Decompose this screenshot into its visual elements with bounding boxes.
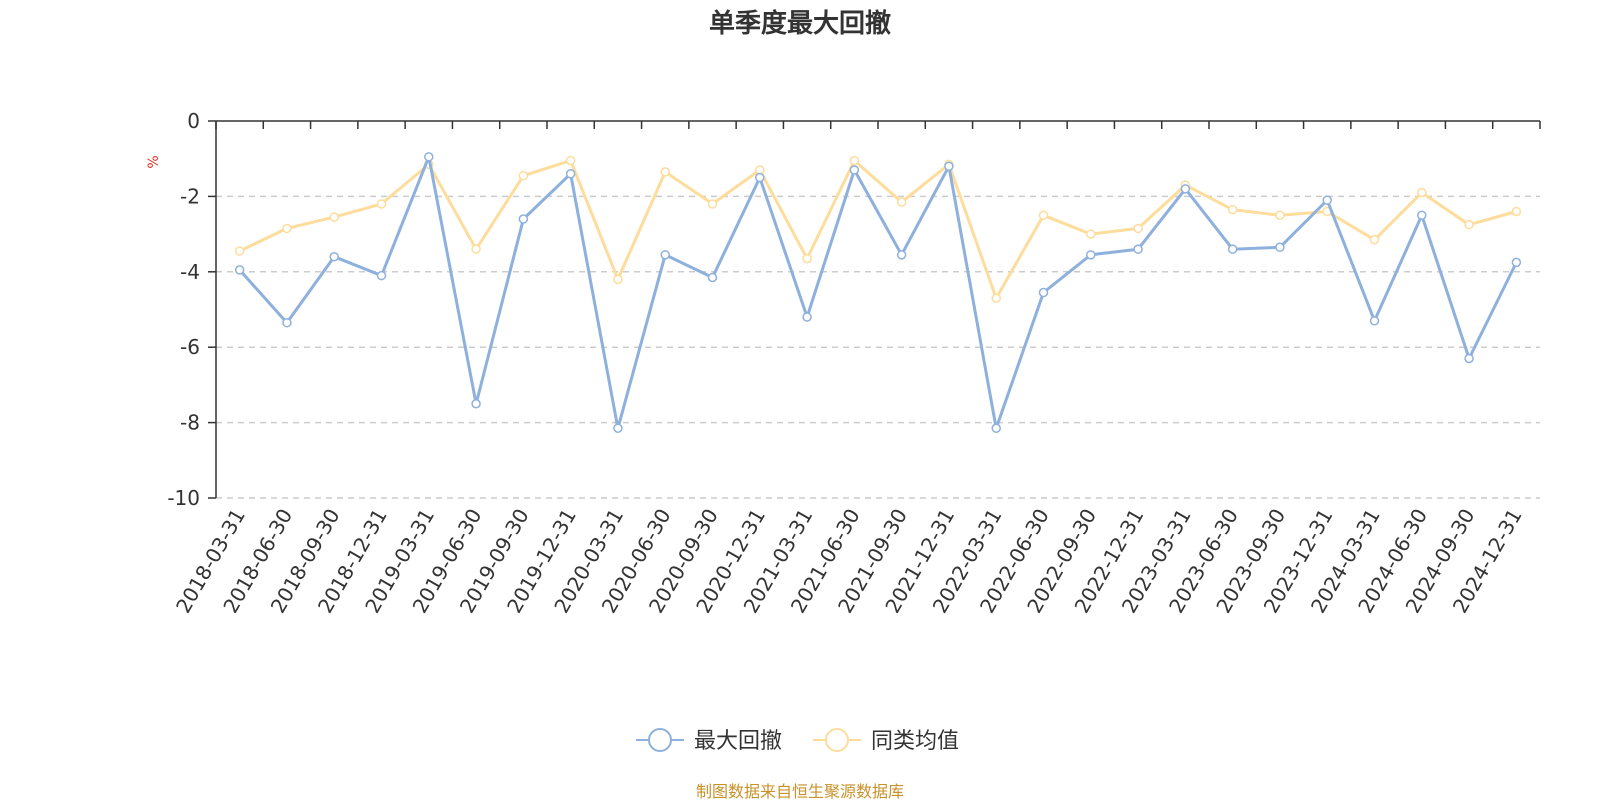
data-point[interactable] xyxy=(707,199,718,209)
series-1 xyxy=(234,155,1522,303)
data-point[interactable] xyxy=(234,265,245,275)
data-point[interactable] xyxy=(1227,204,1238,215)
data-point[interactable] xyxy=(1464,219,1474,230)
data-point[interactable] xyxy=(282,223,292,234)
legend-marker-max-drawdown xyxy=(648,728,672,752)
data-point[interactable] xyxy=(282,317,292,328)
data-point[interactable] xyxy=(1275,242,1285,253)
data-point[interactable] xyxy=(755,172,765,183)
data-point[interactable] xyxy=(565,155,576,166)
data-point[interactable] xyxy=(1086,229,1096,239)
data-point[interactable] xyxy=(329,212,339,222)
data-point[interactable] xyxy=(1180,184,1191,194)
series-lines xyxy=(234,152,1522,434)
legend-marker-peer-average xyxy=(825,728,849,752)
data-point[interactable] xyxy=(1322,195,1332,205)
data-point[interactable] xyxy=(802,253,812,264)
series-line xyxy=(238,159,1517,300)
data-point[interactable] xyxy=(1464,353,1474,364)
data-point[interactable] xyxy=(849,155,860,166)
y-tick-label: -6 xyxy=(180,335,200,359)
y-tick-label: -2 xyxy=(180,184,200,208)
data-point[interactable] xyxy=(1369,316,1380,326)
data-source-note: 制图数据来自恒生聚源数据库 xyxy=(696,782,904,800)
data-point[interactable] xyxy=(518,214,529,224)
legend-label-peer-average: 同类均值 xyxy=(871,729,959,754)
chart-title: 单季度最大回撤 xyxy=(709,8,891,39)
series-line xyxy=(238,155,1518,430)
legend[interactable]: 最大回撤 同类均值 xyxy=(636,728,959,754)
data-point[interactable] xyxy=(707,272,718,283)
data-point[interactable] xyxy=(518,170,529,181)
data-point[interactable] xyxy=(471,244,481,254)
data-point[interactable] xyxy=(565,169,576,179)
data-point[interactable] xyxy=(1133,244,1143,254)
data-point[interactable] xyxy=(991,423,1001,434)
data-point[interactable] xyxy=(660,167,670,177)
y-tick-label: -4 xyxy=(180,260,200,284)
data-point[interactable] xyxy=(1038,287,1049,298)
data-point[interactable] xyxy=(1038,210,1049,220)
data-point[interactable] xyxy=(944,161,954,171)
axes: 0-2-4-6-8-102018-03-312018-06-302018-09-… xyxy=(167,109,1541,617)
data-point[interactable] xyxy=(424,152,434,162)
data-point[interactable] xyxy=(471,399,481,409)
grid-lines xyxy=(216,195,1540,499)
data-point[interactable] xyxy=(1227,244,1238,254)
data-point[interactable] xyxy=(613,423,623,434)
data-point[interactable] xyxy=(1086,250,1096,260)
data-point[interactable] xyxy=(1511,206,1522,217)
data-point[interactable] xyxy=(1417,187,1427,198)
data-point[interactable] xyxy=(991,293,1001,303)
series-0 xyxy=(234,152,1522,434)
data-point[interactable] xyxy=(849,165,860,175)
y-tick-label: -10 xyxy=(167,486,200,510)
y-tick-label: 0 xyxy=(187,109,200,133)
data-point[interactable] xyxy=(376,270,387,281)
data-point[interactable] xyxy=(329,251,339,262)
data-point[interactable] xyxy=(802,312,812,322)
y-tick-label: -8 xyxy=(180,411,200,435)
y-axis-unit-label: % xyxy=(146,155,162,168)
legend-label-max-drawdown: 最大回撤 xyxy=(694,729,782,754)
data-point[interactable] xyxy=(896,197,907,207)
data-point[interactable] xyxy=(1275,210,1285,220)
data-point[interactable] xyxy=(376,199,387,209)
data-point[interactable] xyxy=(660,250,670,260)
data-point[interactable] xyxy=(1417,210,1427,220)
data-point[interactable] xyxy=(234,246,245,256)
data-point[interactable] xyxy=(896,250,907,260)
data-point[interactable] xyxy=(1369,235,1380,245)
data-point[interactable] xyxy=(613,274,623,285)
legend-item-max-drawdown[interactable]: 最大回撤 xyxy=(636,728,782,754)
data-point[interactable] xyxy=(1133,223,1143,234)
legend-item-peer-average[interactable]: 同类均值 xyxy=(813,728,959,754)
data-point[interactable] xyxy=(1511,257,1522,268)
